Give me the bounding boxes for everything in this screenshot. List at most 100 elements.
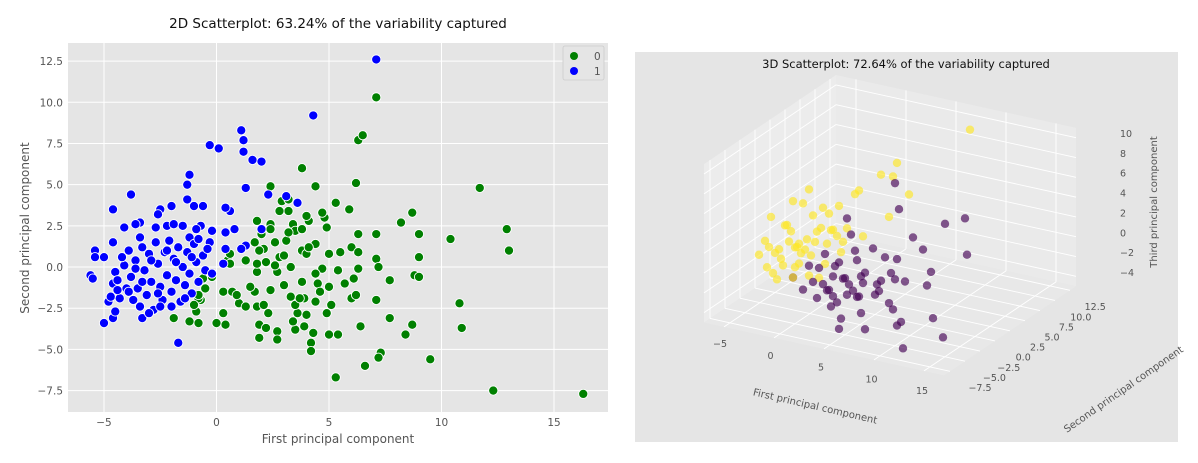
data-point-class-0 — [294, 293, 305, 304]
data-point-3d-class-1 — [762, 263, 772, 272]
data-point-class-0 — [413, 252, 425, 263]
data-point-3d-class-0 — [894, 205, 904, 214]
chart-2d-title: 2D Scatterplot: 63.24% of the variabilit… — [169, 16, 507, 32]
data-point-3d-class-1 — [754, 250, 764, 259]
data-point-class-0 — [456, 322, 467, 334]
data-point-class-0 — [323, 329, 335, 340]
data-point-class-1 — [166, 301, 177, 312]
data-point-3d-class-1 — [834, 201, 844, 211]
data-point-class-1 — [184, 268, 195, 279]
data-point-class-0 — [308, 327, 319, 338]
data-point-3d-class-1 — [818, 203, 828, 212]
data-point-3d-class-1 — [814, 273, 824, 283]
gridline-z-back — [835, 183, 1077, 238]
data-point-3d-class-0 — [928, 314, 938, 323]
data-point-3d-class-1 — [892, 158, 902, 168]
data-point-class-0 — [260, 322, 272, 334]
data-point-class-0 — [265, 285, 276, 296]
data-point-class-1 — [170, 257, 182, 268]
data-point-3d-class-1 — [786, 227, 796, 236]
data-point-class-1 — [186, 252, 197, 263]
gridline-y-floor — [754, 287, 996, 342]
data-point-class-0 — [296, 224, 308, 235]
data-point-3d-class-1 — [810, 237, 820, 247]
data-point-class-0 — [373, 352, 384, 363]
data-point-class-1 — [134, 301, 146, 312]
data-point-class-0 — [283, 227, 294, 238]
data-point-3d-class-1 — [766, 212, 776, 222]
y-tick-label-3d: −5.0 — [983, 373, 1006, 384]
data-point-class-1 — [179, 280, 191, 291]
x-tick-label-3d: 5 — [818, 363, 824, 374]
legend: 0 1 — [562, 45, 605, 81]
x-axis-label-2d: First principal component — [262, 432, 415, 446]
data-point-class-0 — [332, 265, 344, 276]
data-point-class-0 — [258, 299, 269, 310]
gridline-z-left — [703, 163, 837, 254]
gridline-y-floor — [784, 267, 1026, 322]
data-point-class-0 — [353, 229, 364, 240]
data-point-class-0 — [292, 308, 303, 319]
y-tick-label: 2.5 — [46, 221, 63, 233]
data-point-class-1 — [202, 243, 213, 254]
data-point-class-0 — [290, 324, 301, 335]
gridline-y-floor — [814, 247, 1056, 301]
data-point-class-0 — [254, 245, 265, 256]
x-tick-label: 10 — [435, 417, 448, 429]
data-point-class-0 — [371, 229, 382, 240]
legend-marker-0 — [570, 52, 578, 60]
data-point-3d-class-0 — [798, 285, 808, 294]
data-point-class-0 — [501, 224, 512, 235]
y-tick-label: −2.5 — [38, 303, 64, 315]
data-point-3d-class-0 — [888, 305, 898, 314]
data-point-class-0 — [346, 242, 357, 253]
y-tick-label-3d: 7.5 — [1059, 322, 1074, 333]
data-point-3d-class-0 — [852, 256, 862, 265]
data-point-class-0 — [317, 207, 328, 218]
data-point-class-0 — [211, 317, 222, 329]
data-point-class-0 — [344, 204, 355, 215]
data-point-class-1 — [206, 268, 218, 279]
data-point-class-1 — [229, 224, 240, 235]
data-point-class-1 — [184, 169, 195, 180]
data-point-3d-class-0 — [940, 219, 950, 229]
data-point-class-1 — [112, 275, 123, 286]
data-point-class-1 — [119, 222, 130, 233]
data-point-3d-class-0 — [818, 279, 828, 289]
x-tick-label: 5 — [326, 417, 333, 429]
data-point-class-0 — [281, 235, 292, 246]
data-point-3d-class-0 — [844, 280, 854, 289]
data-point-class-1 — [238, 146, 249, 157]
y-tick-label: −5.0 — [38, 344, 64, 356]
data-point-class-1 — [137, 242, 148, 253]
data-point-class-0 — [357, 130, 368, 141]
data-point-3d-class-0 — [812, 293, 822, 303]
data-point-class-0 — [321, 222, 332, 233]
data-point-3d-class-1 — [904, 190, 914, 199]
data-point-class-1 — [240, 182, 251, 194]
data-point-class-0 — [251, 215, 263, 226]
ticks-2d: −5 0 5 10 15 −7.5 −5.0 −2.5 0.0 2.5 5.0 7.5 10.0 12.5 — [38, 56, 561, 429]
data-point-3d-class-0 — [838, 274, 848, 283]
data-point-3d-class-0 — [832, 298, 842, 307]
data-point-class-0 — [263, 308, 274, 319]
data-point-3d-class-0 — [918, 245, 928, 254]
data-point-3d-class-0 — [962, 250, 972, 259]
z-tick-label-3d: 10 — [1120, 129, 1132, 140]
data-point-class-1 — [146, 276, 157, 287]
data-point-class-0 — [407, 319, 418, 330]
data-point-3d-class-1 — [806, 251, 816, 260]
data-point-class-1 — [130, 219, 141, 230]
data-point-3d-class-0 — [960, 214, 970, 223]
data-point-3d-class-0 — [876, 276, 886, 285]
data-point-class-1 — [134, 232, 146, 243]
data-point-class-0 — [312, 278, 323, 289]
data-point-3d-class-1 — [808, 211, 818, 220]
data-point-class-1 — [236, 243, 247, 254]
data-point-class-0 — [335, 247, 346, 258]
data-point-3d-class-0 — [842, 214, 852, 223]
data-point-class-1 — [125, 189, 137, 200]
data-point-class-0 — [425, 354, 436, 365]
data-point-class-0 — [373, 261, 384, 273]
data-point-3d-class-1 — [965, 125, 975, 134]
